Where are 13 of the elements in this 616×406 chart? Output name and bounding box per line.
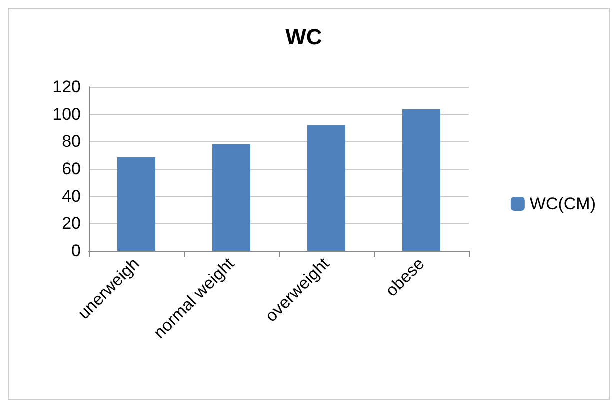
y-tick-label: 40 xyxy=(62,186,81,206)
y-tick-label: 0 xyxy=(72,242,81,260)
bar xyxy=(402,110,440,251)
y-tick-label: 60 xyxy=(62,160,81,178)
legend-label: WC(CM) xyxy=(530,194,596,214)
y-tick-label: 80 xyxy=(62,132,81,152)
chart-title: WC xyxy=(286,24,322,50)
bar xyxy=(118,157,156,251)
y-tick-label: 20 xyxy=(62,214,81,234)
bar xyxy=(212,144,250,251)
bar xyxy=(308,125,346,251)
y-tick-label: 120 xyxy=(52,78,81,96)
y-tick-label: 100 xyxy=(52,104,81,124)
